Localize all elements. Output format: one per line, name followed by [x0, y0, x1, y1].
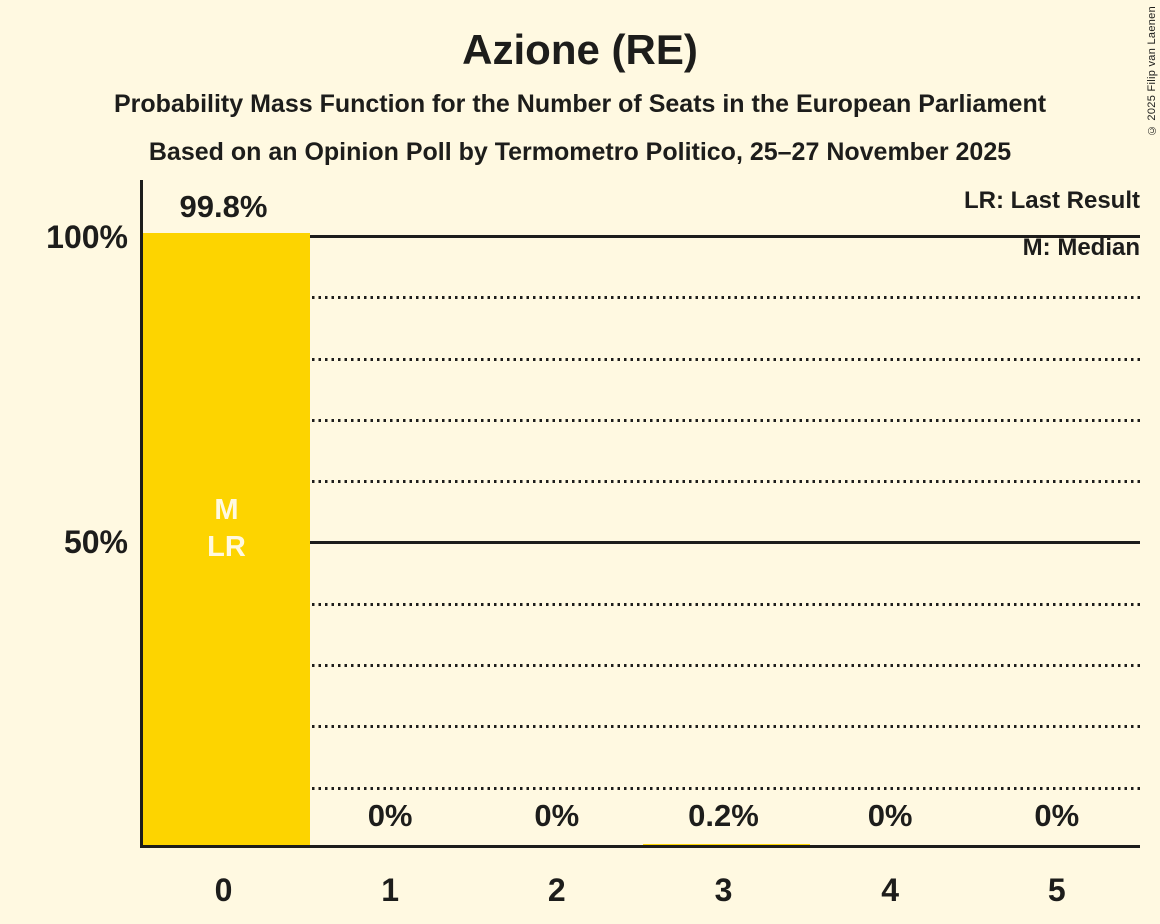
median-marker: M [214, 494, 239, 526]
chart-subtitle-function: Probability Mass Function for the Number… [113, 90, 1047, 118]
bar-0-marker-labels: M LR [143, 492, 310, 566]
bar-3-seats [643, 844, 810, 845]
gridline-40pct [143, 603, 1140, 606]
gridline-70pct [143, 419, 1140, 422]
gridline-10pct [143, 787, 1140, 790]
gridline-20pct [143, 725, 1140, 728]
gridline-30pct [143, 664, 1140, 667]
gridline-100pct [143, 235, 1140, 238]
y-axis-label-50pct: 50% [63, 524, 128, 560]
x-tick-4: 4 [881, 872, 899, 908]
value-label-5-seats: 0% [1034, 798, 1080, 833]
legend-median: M: Median [1022, 234, 1140, 261]
legend-last-result: LR: Last Result [963, 187, 1140, 214]
gridline-90pct [143, 296, 1140, 299]
y-axis-label-100pct: 100% [46, 219, 128, 255]
bar-0-seats [143, 233, 310, 845]
value-label-0-seats: 99.8% [179, 189, 268, 224]
gridline-50pct [143, 541, 1140, 544]
value-label-1-seat: 0% [367, 798, 413, 833]
chart-title: Azione (RE) [462, 26, 698, 73]
x-tick-5: 5 [1047, 872, 1066, 908]
value-label-3-seats: 0.2% [688, 798, 759, 833]
value-label-2-seats: 0% [534, 798, 580, 833]
chart-subtitle-source: Based on an Opinion Poll by Termometro P… [148, 138, 1012, 166]
x-tick-1: 1 [381, 872, 399, 908]
plot-area: M LR [140, 180, 1140, 848]
last-result-marker: LR [207, 531, 246, 563]
value-label-4-seats: 0% [867, 798, 913, 833]
gridline-80pct [143, 358, 1140, 361]
x-tick-3: 3 [714, 872, 733, 908]
x-tick-2: 2 [547, 872, 566, 908]
x-tick-0: 0 [214, 872, 233, 908]
gridline-60pct [143, 480, 1140, 483]
